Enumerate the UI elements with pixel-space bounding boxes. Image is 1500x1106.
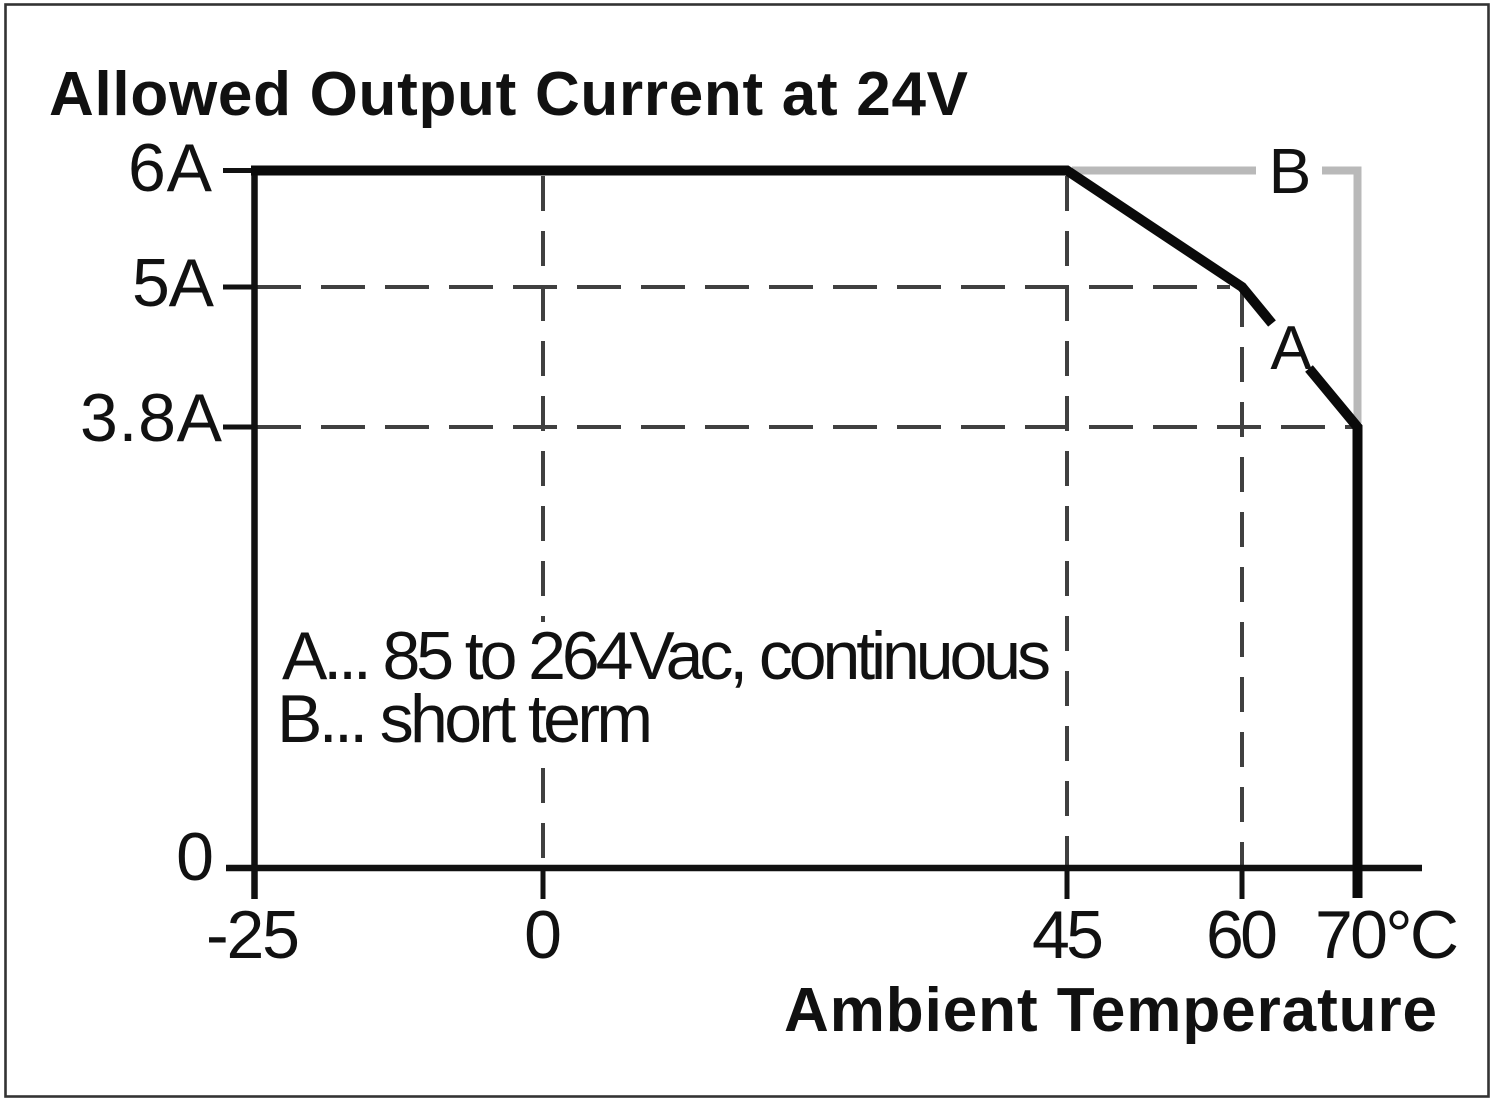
- svg-text:0: 0: [524, 897, 562, 973]
- svg-text:5A: 5A: [132, 245, 215, 321]
- svg-text:-25: -25: [206, 897, 300, 973]
- svg-text:45: 45: [1032, 897, 1104, 973]
- svg-text:A... 85 to 264Vac, continuous: A... 85 to 264Vac, continuous: [282, 618, 1051, 694]
- svg-text:60: 60: [1206, 897, 1278, 973]
- svg-text:6A: 6A: [128, 130, 213, 206]
- svg-text:0: 0: [176, 819, 214, 895]
- svg-text:B... short term: B... short term: [277, 681, 653, 757]
- svg-text:Ambient Temperature: Ambient Temperature: [784, 976, 1437, 1045]
- svg-text:70°C: 70°C: [1315, 897, 1459, 973]
- svg-text:3.8A: 3.8A: [80, 380, 223, 456]
- svg-text:Allowed Output Current at 24V: Allowed Output Current at 24V: [49, 60, 968, 129]
- svg-text:A: A: [1270, 314, 1312, 383]
- svg-text:B: B: [1269, 135, 1312, 207]
